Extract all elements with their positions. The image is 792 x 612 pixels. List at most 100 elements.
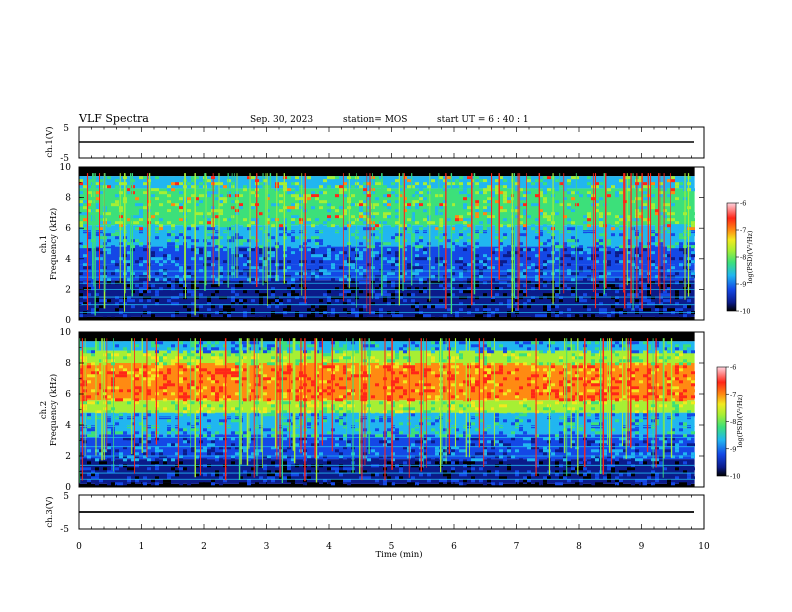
spec-cell [355, 434, 359, 438]
spec-cell [83, 227, 87, 231]
spec-cell [139, 308, 143, 312]
spec-cell [455, 242, 459, 246]
spec-cell [87, 350, 91, 354]
spec-cell [475, 191, 479, 195]
spec-cell [399, 266, 403, 270]
spec-cell [375, 215, 379, 219]
spec-cell [327, 242, 331, 246]
spec-cell [95, 392, 99, 396]
spec-cell [291, 461, 295, 465]
spec-cell [179, 203, 183, 207]
spec-cell [539, 248, 543, 252]
spec-cell [371, 410, 375, 414]
spec-cell [147, 446, 151, 450]
spec-cell [655, 212, 659, 216]
spec-cell [459, 302, 463, 306]
spec-cell [407, 230, 411, 234]
spec-cell [383, 290, 387, 294]
spec-cell [655, 272, 659, 276]
spec-cell [311, 203, 315, 207]
spec-cell [307, 455, 311, 459]
spec-cell [271, 422, 275, 426]
spec-cell [211, 398, 215, 402]
spec-cell [139, 437, 143, 441]
spec-cell [103, 416, 107, 420]
spec-cell [491, 296, 495, 300]
spec-cell [347, 443, 351, 447]
spec-cell [467, 224, 471, 228]
spec-cell [287, 350, 291, 354]
spec-cell [131, 296, 135, 300]
spec-cell [583, 215, 587, 219]
spec-cell [339, 482, 343, 486]
spec-cell [171, 293, 175, 297]
spec-cell [403, 230, 407, 234]
spec-cell [339, 191, 343, 195]
spec-cell [175, 245, 179, 249]
spec-cell [411, 272, 415, 276]
spec-cell [339, 437, 343, 441]
spec-cell [563, 242, 567, 246]
spec-cell [111, 362, 115, 366]
ch1-waveform-ylabel: ch.1(V) [44, 126, 55, 157]
spec-cell [127, 185, 131, 189]
spec-cell [459, 314, 463, 318]
spec-cell [191, 428, 195, 432]
spec-cell [127, 224, 131, 228]
spec-cell [251, 206, 255, 210]
spec-cell [335, 314, 339, 318]
spec-cell [579, 248, 583, 252]
spec-cell [99, 215, 103, 219]
spec-cell [383, 479, 387, 483]
spec-cell [499, 209, 503, 213]
spec-cell [327, 386, 331, 390]
spec-cell [559, 290, 563, 294]
spec-cell [135, 461, 139, 465]
spec-cell [231, 431, 235, 435]
spec-cell [327, 272, 331, 276]
spec-cell [227, 410, 231, 414]
spec-cell [387, 296, 391, 300]
spec-cell [183, 341, 187, 345]
spec-cell [155, 446, 159, 450]
spec-cell [111, 398, 115, 402]
spec-cell [267, 365, 271, 369]
spec-cell [103, 467, 107, 471]
spec-cell [283, 293, 287, 297]
spec-cell [235, 377, 239, 381]
spec-cell [395, 272, 399, 276]
spec-cell [447, 239, 451, 243]
spec-cell [439, 203, 443, 207]
spec-cell [643, 296, 647, 300]
spec-cell [339, 206, 343, 210]
spec-cell [211, 446, 215, 450]
spec-cell [87, 374, 91, 378]
spec-cell [151, 254, 155, 258]
spec-cell [171, 299, 175, 303]
spec-cell [311, 251, 315, 255]
spec-cell [87, 188, 91, 192]
spec-cell [391, 302, 395, 306]
spec-cell [175, 479, 179, 483]
spec-cell [251, 443, 255, 447]
spec-cell [595, 248, 599, 252]
spec-cell [679, 236, 683, 240]
spec-cell [239, 203, 243, 207]
spec-cell [95, 191, 99, 195]
spec-cell [195, 428, 199, 432]
spec-cell [287, 470, 291, 474]
spec-cell [187, 482, 191, 486]
spec-cell [571, 245, 575, 249]
spec-band [79, 167, 695, 177]
spec-cell [239, 230, 243, 234]
spec-cell [331, 296, 335, 300]
spec-cell [531, 257, 535, 261]
spec-cell [595, 305, 599, 309]
spec-cell [639, 281, 643, 285]
spec-cell [311, 341, 315, 345]
spec-cell [191, 359, 195, 363]
spec-cell [519, 257, 523, 261]
spec-cell [91, 350, 95, 354]
spec-cell [255, 482, 259, 486]
spec-cell [655, 188, 659, 192]
